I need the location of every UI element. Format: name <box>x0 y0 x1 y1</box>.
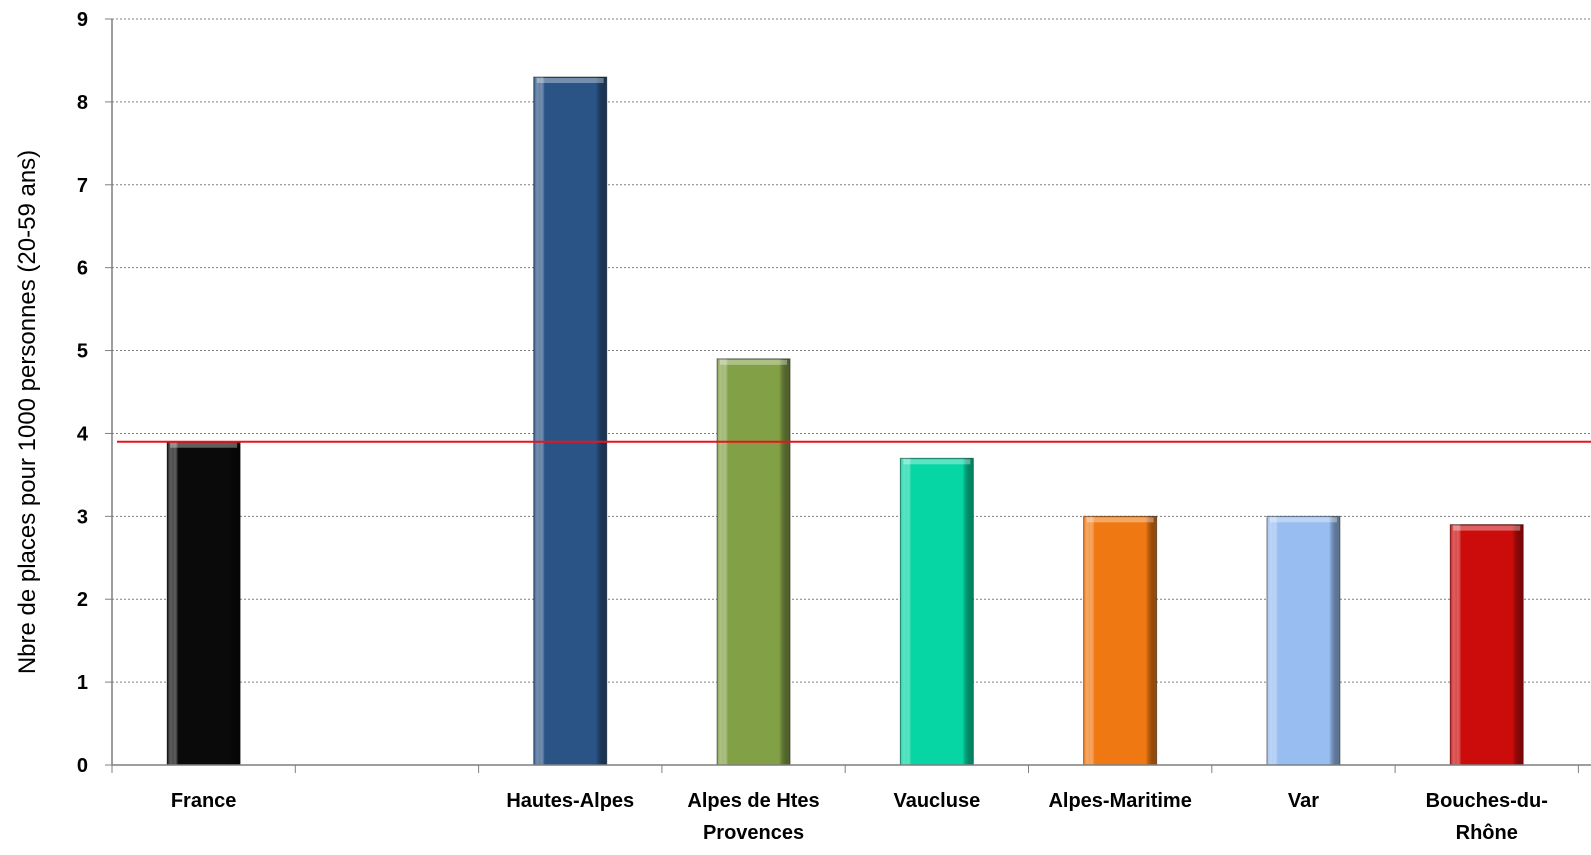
y-tick-label: 9 <box>77 9 88 31</box>
bar-highlight <box>720 359 788 365</box>
x-category-label: Bouches-du-Rhône <box>1426 790 1548 844</box>
y-tick-label: 1 <box>77 672 88 694</box>
gridlines <box>112 18 1591 683</box>
bar-shading <box>899 457 974 766</box>
bar-highlight <box>1086 517 1154 523</box>
y-tick-labels: 0 1 2 3 4 5 6 7 8 9 <box>77 9 89 777</box>
bar-highlight <box>1269 517 1337 523</box>
x-category-label: Hautes-Alpes <box>506 790 634 812</box>
y-tick-label: 8 <box>77 92 88 114</box>
y-tick-label: 5 <box>77 341 88 363</box>
bar-shading <box>1449 524 1524 766</box>
y-tick-label: 0 <box>77 755 88 777</box>
y-tick-label: 2 <box>77 589 88 611</box>
bars <box>166 76 1524 766</box>
x-category-labels: France Hautes-Alpes Alpes de Htes Provences… <box>171 790 1548 844</box>
x-category-label: Var <box>1288 790 1319 812</box>
bar-highlight <box>1453 525 1521 531</box>
y-tick-label: 4 <box>77 423 89 445</box>
bar-highlight <box>170 442 238 448</box>
bar-shading <box>166 441 241 766</box>
y-tick-label: 7 <box>77 175 88 197</box>
axes <box>105 18 1591 773</box>
y-tick-label: 6 <box>77 258 88 280</box>
bar-shading <box>1266 515 1341 766</box>
x-category-label: France <box>171 790 237 812</box>
bar-shading <box>716 358 791 766</box>
x-category-label: Alpes de Htes Provences <box>687 790 819 844</box>
bar-shading <box>533 76 608 766</box>
y-tick-label: 3 <box>77 506 88 528</box>
bar-highlight <box>536 78 604 84</box>
bar-shading <box>1083 515 1158 766</box>
x-category-label: Vaucluse <box>893 790 980 812</box>
y-axis-title: Nbre de places pour 1000 personnes (20-5… <box>14 150 41 674</box>
bar-highlight <box>903 459 971 465</box>
x-category-label: Alpes-Maritime <box>1048 790 1191 812</box>
